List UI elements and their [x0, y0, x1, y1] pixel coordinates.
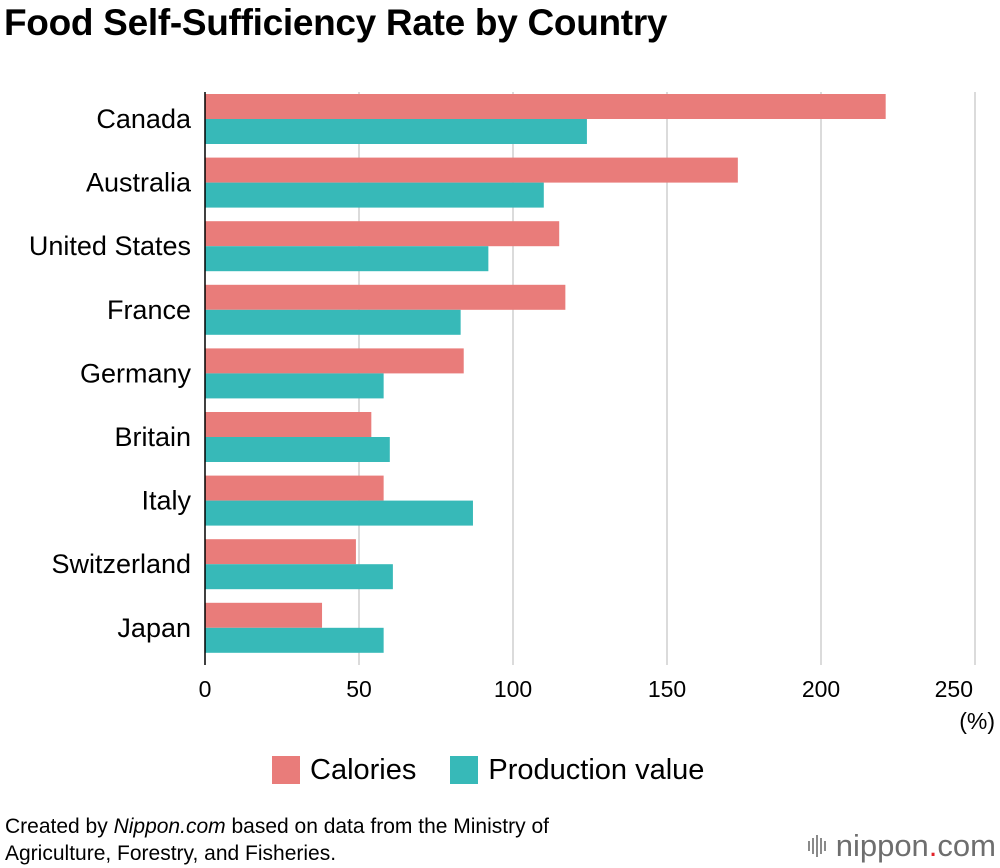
calories-bar [205, 94, 886, 119]
category-label: United States [29, 231, 191, 261]
calories-bar [205, 412, 372, 437]
calories-bar [205, 602, 323, 628]
legend-swatch-calories [272, 756, 300, 784]
production-bar [205, 309, 461, 335]
category-label: Switzerland [51, 549, 191, 579]
production-bar [205, 246, 489, 272]
category-label: Australia [86, 168, 192, 198]
source-site: Nippon.com [113, 815, 226, 838]
source-line-2: Agriculture, Forestry, and Fisheries. [5, 842, 337, 865]
calories-bar [205, 284, 566, 310]
legend-swatch-production [450, 756, 479, 784]
legend-item-production: Production value [450, 754, 704, 787]
legend-item-calories: Calories [272, 754, 416, 787]
nippon-logo: nippon. com [807, 826, 996, 866]
source-note: Created by Nippon.com based on data from… [5, 813, 549, 867]
logo-tld: com [937, 828, 996, 863]
production-bar [205, 627, 384, 653]
category-label: Italy [141, 486, 191, 516]
production-bar [205, 182, 544, 208]
x-tick-label: 100 [494, 676, 532, 702]
calories-bar [205, 157, 738, 183]
category-labels: Canada Australia United States France German… [29, 104, 192, 643]
chart-title: Food Self-Sufficiency Rate by Country [4, 2, 668, 43]
production-bar [205, 564, 393, 590]
production-bar [205, 119, 587, 144]
category-label: Canada [96, 104, 192, 134]
production-bar [205, 500, 473, 526]
calories-bar [205, 475, 384, 501]
x-tick-label: 150 [648, 676, 686, 702]
logo-dot: . [928, 828, 938, 863]
x-axis-unit: (%) [959, 708, 995, 734]
calories-bar [205, 539, 356, 565]
bars [205, 94, 886, 653]
x-tick-label: 200 [802, 676, 840, 702]
category-label: Japan [117, 613, 191, 643]
source-line-1: Created by Nippon.com based on data from… [5, 813, 549, 840]
calories-bar [205, 348, 464, 374]
source-prefix: Created by [5, 815, 114, 838]
legend-label-calories: Calories [310, 753, 417, 786]
production-bar [205, 437, 390, 462]
calories-bar [205, 221, 560, 247]
x-tick-label: 250 [935, 676, 973, 702]
category-label: Germany [80, 358, 192, 388]
x-tick-label: 0 [199, 676, 212, 702]
x-axis-ticks: 0 50 100 150 200 250 (%) [199, 676, 995, 734]
category-label: Britain [114, 422, 191, 452]
production-bar [205, 373, 384, 399]
legend: Calories Production value [272, 750, 738, 790]
x-tick-label: 50 [346, 676, 372, 702]
legend-label-production: Production value [488, 753, 705, 786]
source-suffix: based on data from the Ministry of [225, 815, 549, 838]
logo-name: nippon [835, 828, 929, 863]
logo-bars-icon [807, 834, 828, 858]
category-label: France [107, 295, 191, 325]
